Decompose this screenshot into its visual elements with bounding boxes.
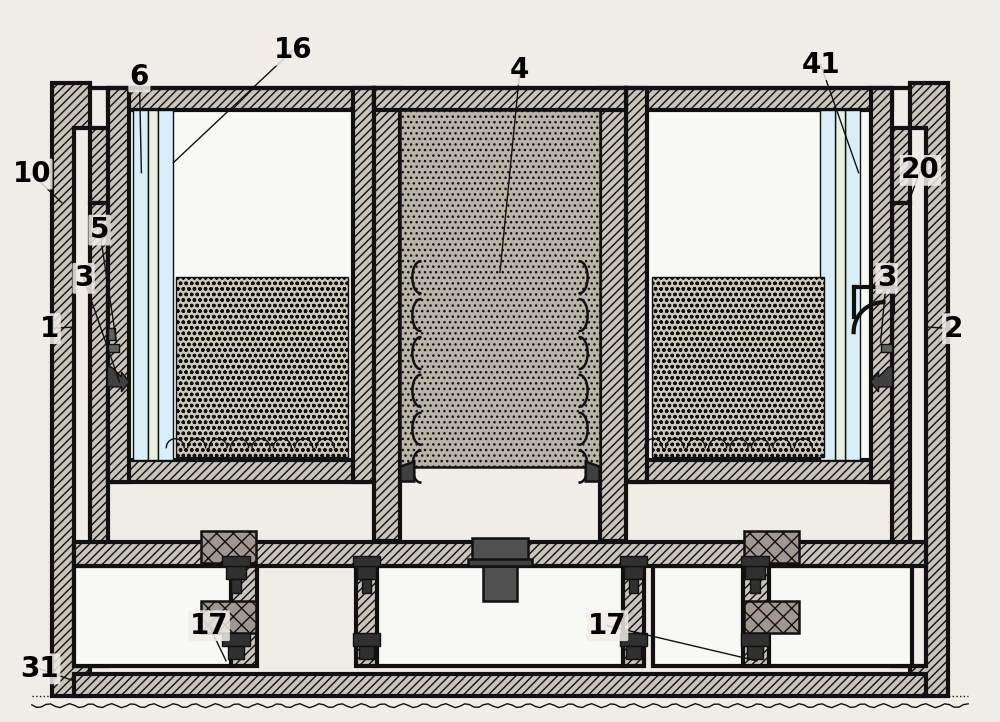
Text: 6: 6 [130,63,149,91]
Bar [176,277,348,456]
Bar [881,344,892,352]
Bar [359,646,374,659]
Bar [222,633,250,646]
Bar [353,633,380,646]
Bar [400,110,600,466]
Bar [108,88,374,110]
Bar [626,646,641,659]
Bar [871,88,892,482]
Polygon shape [52,83,90,696]
Bar [861,128,910,203]
Bar [226,566,246,579]
Bar [231,579,241,593]
Bar [747,646,763,659]
Bar [892,203,910,666]
Text: 2: 2 [944,315,963,343]
Bar [357,566,376,579]
Bar [374,88,400,542]
Text: 3: 3 [877,264,896,292]
Bar [626,88,647,482]
Bar [741,633,769,646]
Bar [362,579,371,593]
Bar [835,110,845,460]
Bar [623,566,644,666]
Bar [741,556,769,566]
Polygon shape [468,560,532,566]
Bar [845,110,860,460]
Bar [158,110,173,460]
Bar [108,344,119,352]
Text: 10: 10 [12,160,51,188]
Polygon shape [871,367,892,392]
Bar [820,110,835,460]
Text: 41: 41 [801,51,840,79]
Polygon shape [910,83,948,696]
Text: 3: 3 [74,264,93,292]
Bar [483,566,517,601]
Bar [90,128,139,203]
Bar [626,88,892,110]
Text: 17: 17 [190,612,228,640]
Bar [750,579,760,593]
Bar [374,88,626,110]
Bar [374,566,626,666]
Bar [620,633,647,646]
Bar [74,542,926,566]
Bar [620,556,647,566]
Bar [744,531,799,563]
Bar [222,556,250,566]
Text: 20: 20 [901,157,940,184]
Bar [74,566,233,666]
Polygon shape [108,367,129,392]
Polygon shape [586,461,600,482]
Bar [624,566,643,579]
Bar [133,110,148,460]
Bar [108,328,115,340]
Bar [600,88,626,542]
Bar [353,556,380,566]
Bar [743,566,769,666]
Bar [652,277,824,456]
Bar [744,601,799,633]
Text: 1: 1 [40,315,59,343]
Bar [647,110,871,460]
Bar [129,110,353,460]
Text: 5: 5 [90,216,109,244]
Bar [356,566,377,666]
Bar [629,579,638,593]
Bar [231,566,257,666]
Bar [108,460,374,482]
Bar [201,601,256,633]
Bar [228,646,244,659]
Bar [653,566,912,666]
Bar [108,88,129,482]
Text: 4: 4 [510,56,530,84]
Bar [472,539,528,566]
Polygon shape [400,461,414,482]
Bar [626,460,892,482]
Text: 17: 17 [588,612,627,640]
Bar [74,674,926,696]
Text: 16: 16 [273,36,312,64]
Bar [90,203,108,666]
Bar [201,531,256,563]
Bar [353,88,374,482]
Bar [148,110,158,460]
Bar [745,566,765,579]
Text: 31: 31 [20,655,59,683]
